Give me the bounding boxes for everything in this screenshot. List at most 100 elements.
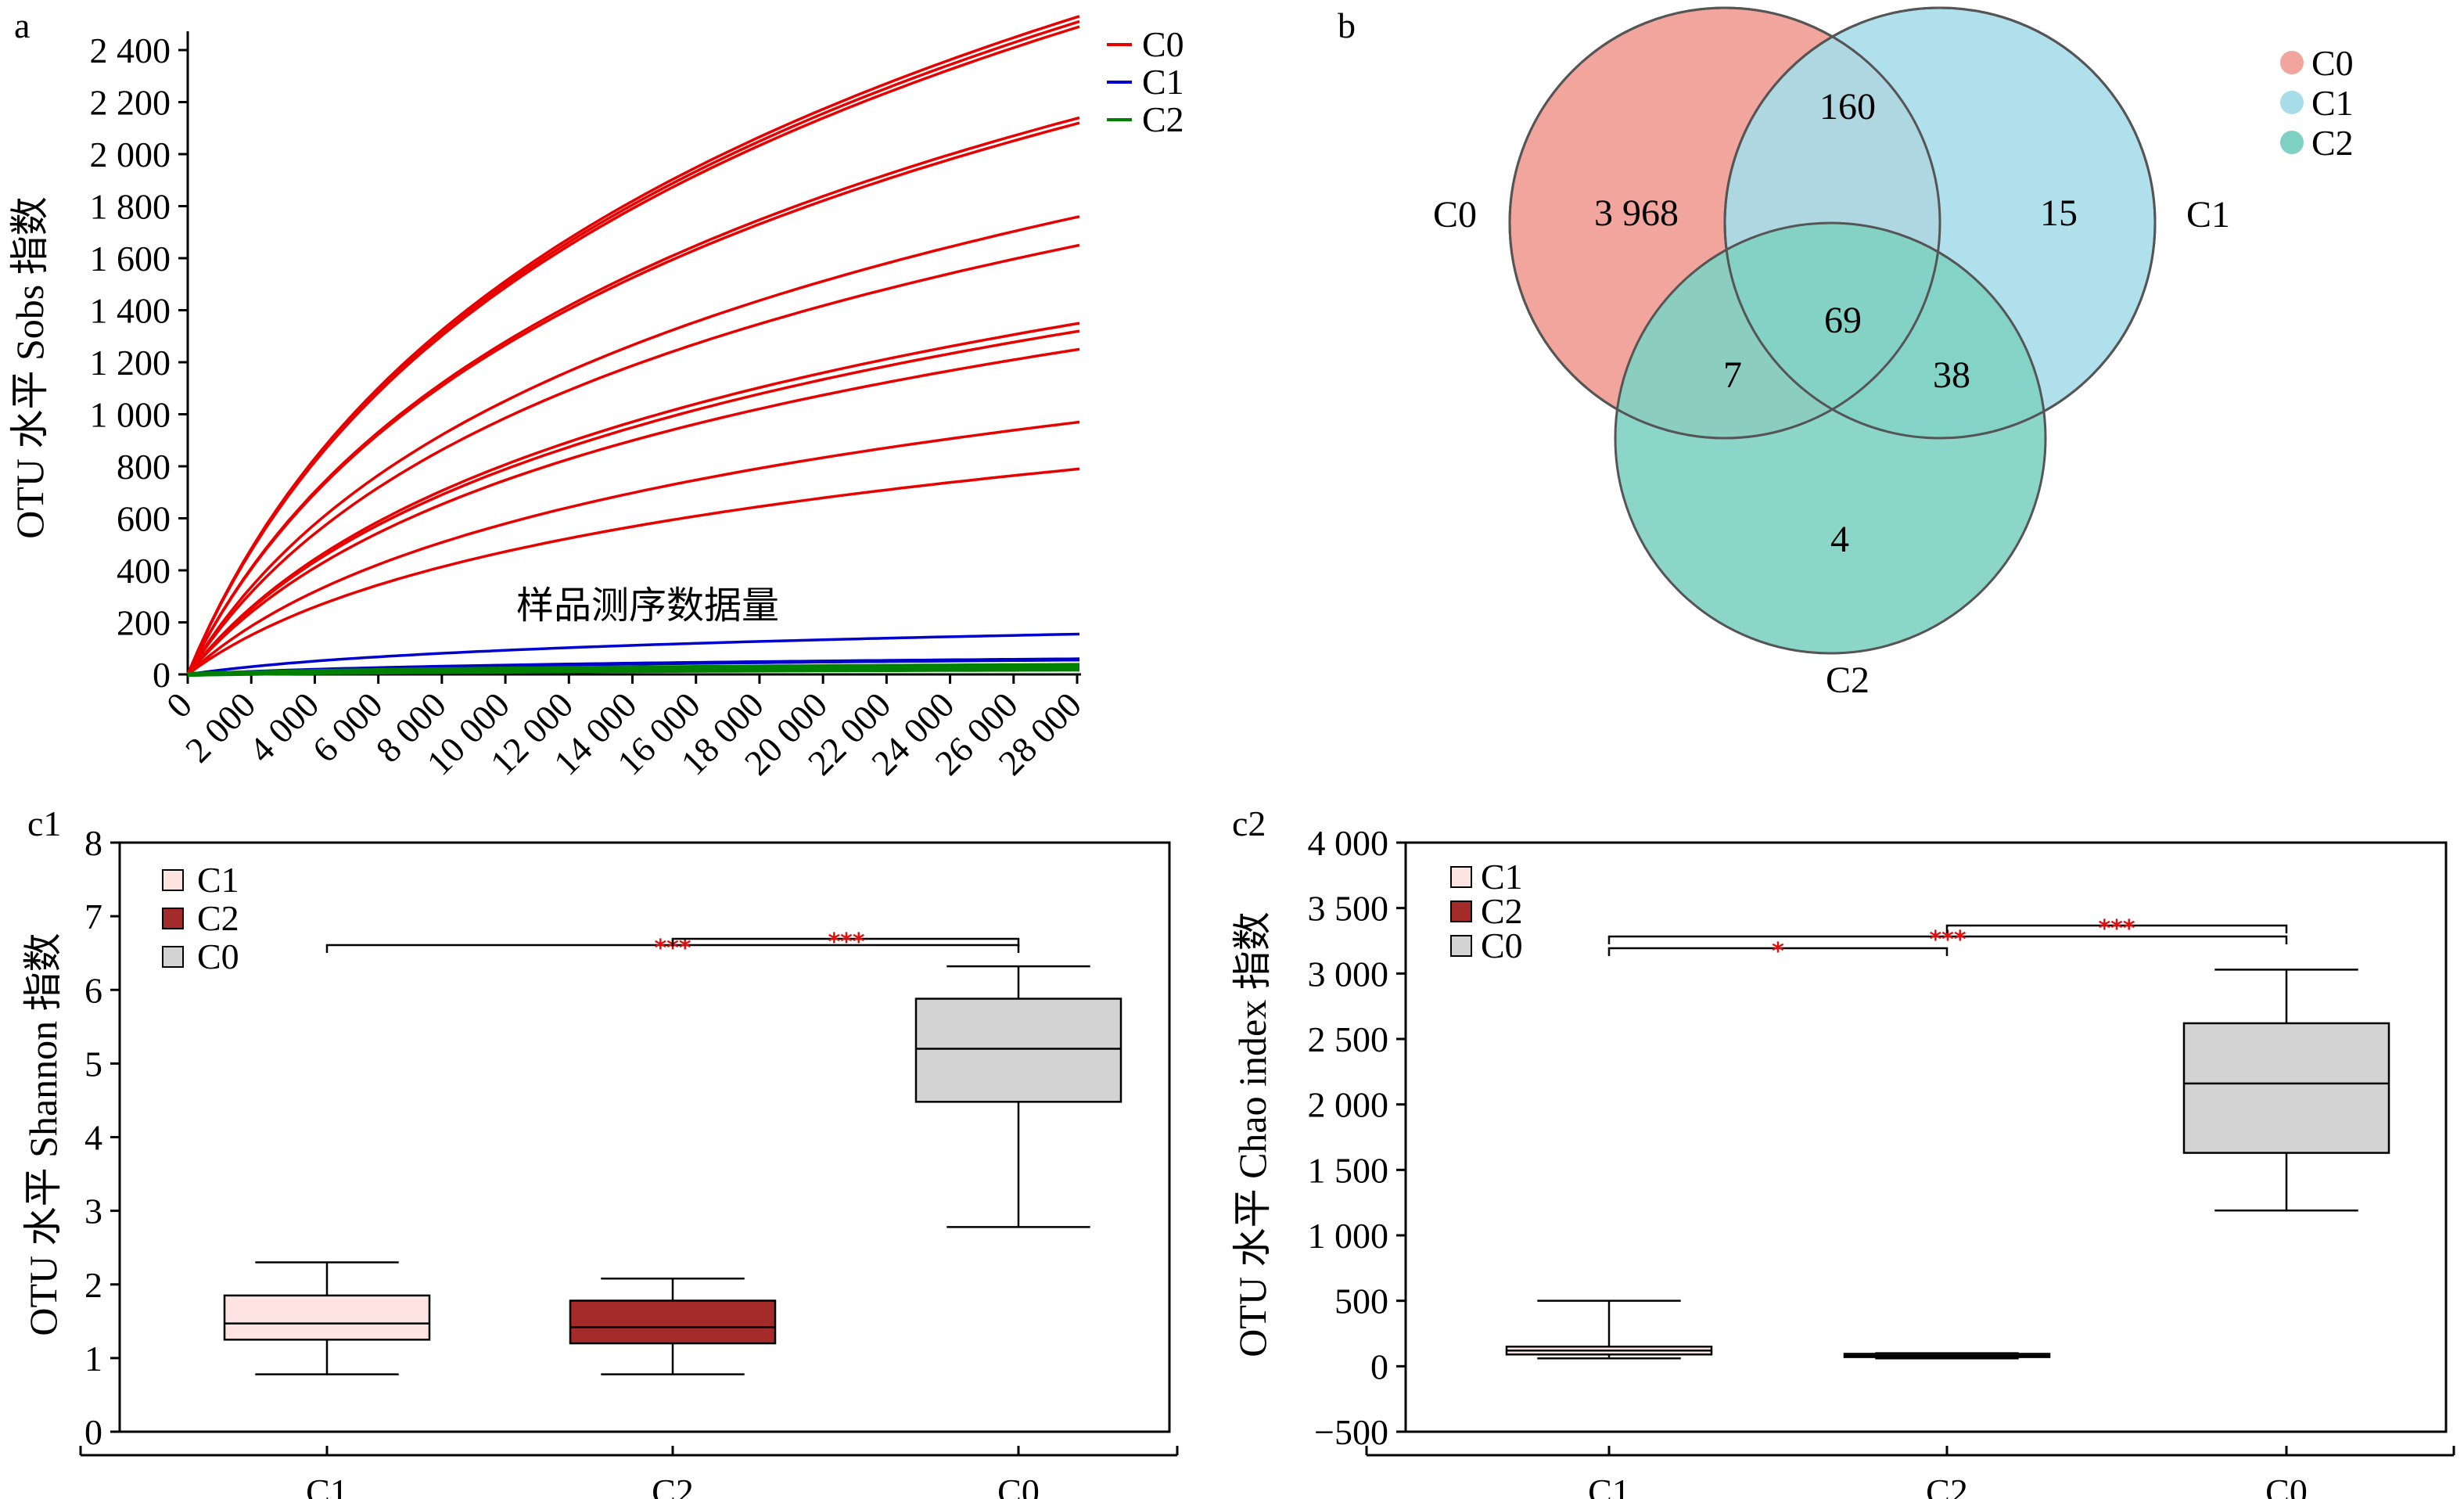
y-tick-label: 2 400 <box>90 31 171 70</box>
panel-c2-x-axis: C1 C2 C0 <box>1365 1446 2455 1499</box>
venn-outline-c1 <box>1723 6 2157 440</box>
sig-bracket <box>671 937 1020 947</box>
venn-set-label-c1: C1 <box>2186 194 2230 235</box>
panel-c1-x-axis: C1 C2 C0 <box>79 1446 1179 1499</box>
panel-c2-frame <box>1404 841 2448 1433</box>
legend-dot-c0 <box>2280 51 2304 74</box>
x-tick-label: C0 <box>997 1472 1040 1499</box>
sig-bracket <box>1607 935 2288 944</box>
venn-region-all: 69 <box>1824 300 1862 341</box>
panel-c1-label: c1 <box>27 803 61 843</box>
y-tick-label: 1 600 <box>90 239 171 279</box>
legend-swatch-c2 <box>162 908 184 929</box>
venn-region-c1-only: 15 <box>2040 192 2078 234</box>
curve-c0 <box>186 467 1080 676</box>
curve-c2 <box>187 667 1079 677</box>
y-tick-label: 400 <box>117 551 171 591</box>
legend-label-c0: C0 <box>197 936 239 976</box>
panel-a-y-ticks: 0 200 400 600 800 1 000 1 200 1 400 1 600 1 800 2 … <box>90 31 188 695</box>
legend-label-c1: C1 <box>197 860 239 900</box>
x-tick-label: 2 000 <box>178 685 263 770</box>
legend-label-c1: C1 <box>2311 83 2354 123</box>
sig-stars: * <box>1772 938 1784 965</box>
panel-a-annotation: 样品测序数据量 <box>516 584 779 627</box>
venn-region-c0-only: 3 968 <box>1594 192 1679 234</box>
panel-c2-label: c2 <box>1232 803 1266 843</box>
legend-swatch-c0 <box>162 946 184 968</box>
venn-set-label-c2: C2 <box>1826 660 1870 701</box>
sig-stars: *** <box>2098 915 2135 943</box>
panel-c2-significance: * *** *** <box>1607 915 2288 965</box>
curve-c0 <box>186 116 1080 675</box>
venn-set-label-c0: C0 <box>1433 194 1477 235</box>
venn-region-c0-c2: 7 <box>1723 354 1742 396</box>
x-tick-label: C1 <box>1588 1472 1630 1499</box>
y-tick-label: 2 200 <box>90 83 171 123</box>
box-c0 <box>914 998 1122 1103</box>
panel-c2-boxes <box>1505 969 2390 1360</box>
y-tick-label: 6 <box>84 970 102 1010</box>
box-c0 <box>2182 1022 2390 1154</box>
venn-outline-c0 <box>1508 6 1941 440</box>
legend-label-c1: C1 <box>1142 62 1184 102</box>
legend-label-c2: C2 <box>2311 123 2354 163</box>
panel-b-venn-diagram: b C0 C1 C2 3 968 160 15 69 7 38 4 C0 C1 … <box>1338 5 2354 701</box>
legend-label-c1: C1 <box>1481 857 1523 897</box>
panel-c1-legend: C1 C2 C0 <box>162 860 239 976</box>
y-tick-label: −500 <box>1314 1412 1388 1452</box>
y-tick-label: 3 500 <box>1308 889 1389 929</box>
curve-c0 <box>186 420 1080 676</box>
legend-swatch-c2 <box>1450 900 1472 922</box>
y-tick-label: 1 800 <box>90 187 171 227</box>
panel-c1-boxes <box>223 965 1122 1375</box>
y-tick-label: 7 <box>84 897 102 936</box>
y-tick-label: 3 000 <box>1308 954 1389 994</box>
y-tick-label: 5 <box>84 1044 102 1084</box>
legend-swatch-c1 <box>1450 866 1472 888</box>
panel-c2-y-ticks: −500 0 500 1 000 1 500 2 000 2 500 3 000 3 500 4 … <box>1308 823 1406 1452</box>
venn-region-c1-c2: 38 <box>1933 354 1970 396</box>
legend-dot-c2 <box>2280 131 2304 154</box>
y-tick-label: 2 <box>84 1265 102 1305</box>
curve-c1 <box>187 632 1080 676</box>
y-tick-label: 800 <box>117 447 171 487</box>
y-tick-label: 3 <box>84 1192 102 1231</box>
curve-c0 <box>186 121 1080 675</box>
y-tick-label: 0 <box>153 655 171 695</box>
curve-c0 <box>186 322 1080 676</box>
legend-label-c2: C2 <box>1481 891 1523 931</box>
legend-label-c0: C0 <box>1142 24 1184 64</box>
panel-a-legend: C0 C1 C2 <box>1107 24 1184 139</box>
y-tick-label: 1 000 <box>90 395 171 435</box>
legend-label-c2: C2 <box>1142 99 1184 139</box>
y-tick-label: 1 500 <box>1308 1150 1389 1190</box>
y-tick-label: 1 <box>84 1339 102 1379</box>
panel-c1-y-ticks: 0 1 2 3 4 5 6 7 8 <box>84 823 120 1452</box>
legend-dot-c1 <box>2280 91 2304 114</box>
box-c1 <box>223 1294 431 1341</box>
x-tick-label: C0 <box>2265 1472 2308 1499</box>
panel-a-rarefaction-chart: a OTU 水平 Sobs 指数 0 200 400 600 800 1 000 1 200… <box>8 5 1184 783</box>
x-tick-label: 6 000 <box>304 685 390 770</box>
y-tick-label: 2 000 <box>90 135 171 174</box>
panel-c1-ylabel: OTU 水平 Shannon 指数 <box>21 933 65 1335</box>
x-tick-label: C2 <box>1926 1472 1968 1499</box>
panel-c2-legend: C1 C2 C0 <box>1450 857 1523 965</box>
y-tick-label: 0 <box>1370 1346 1388 1386</box>
y-tick-label: 1 200 <box>90 343 171 383</box>
y-tick-label: 8 <box>84 823 102 863</box>
panel-a-label: a <box>14 5 30 45</box>
y-tick-label: 500 <box>1334 1282 1388 1321</box>
y-tick-label: 200 <box>117 603 171 643</box>
x-tick-label: 4 000 <box>241 685 326 770</box>
curve-c0 <box>186 243 1080 675</box>
legend-label-c0: C0 <box>1481 926 1523 965</box>
panel-b-legend: C0 C1 C2 <box>2280 43 2354 163</box>
panel-c2-chao-boxplot: c2 OTU 水平 Chao index 指数 −500 0 500 1 000 1 5… <box>1230 803 2455 1499</box>
legend-swatch-c1 <box>162 869 184 891</box>
y-tick-label: 4 000 <box>1308 823 1389 863</box>
curve-c0 <box>186 347 1080 676</box>
